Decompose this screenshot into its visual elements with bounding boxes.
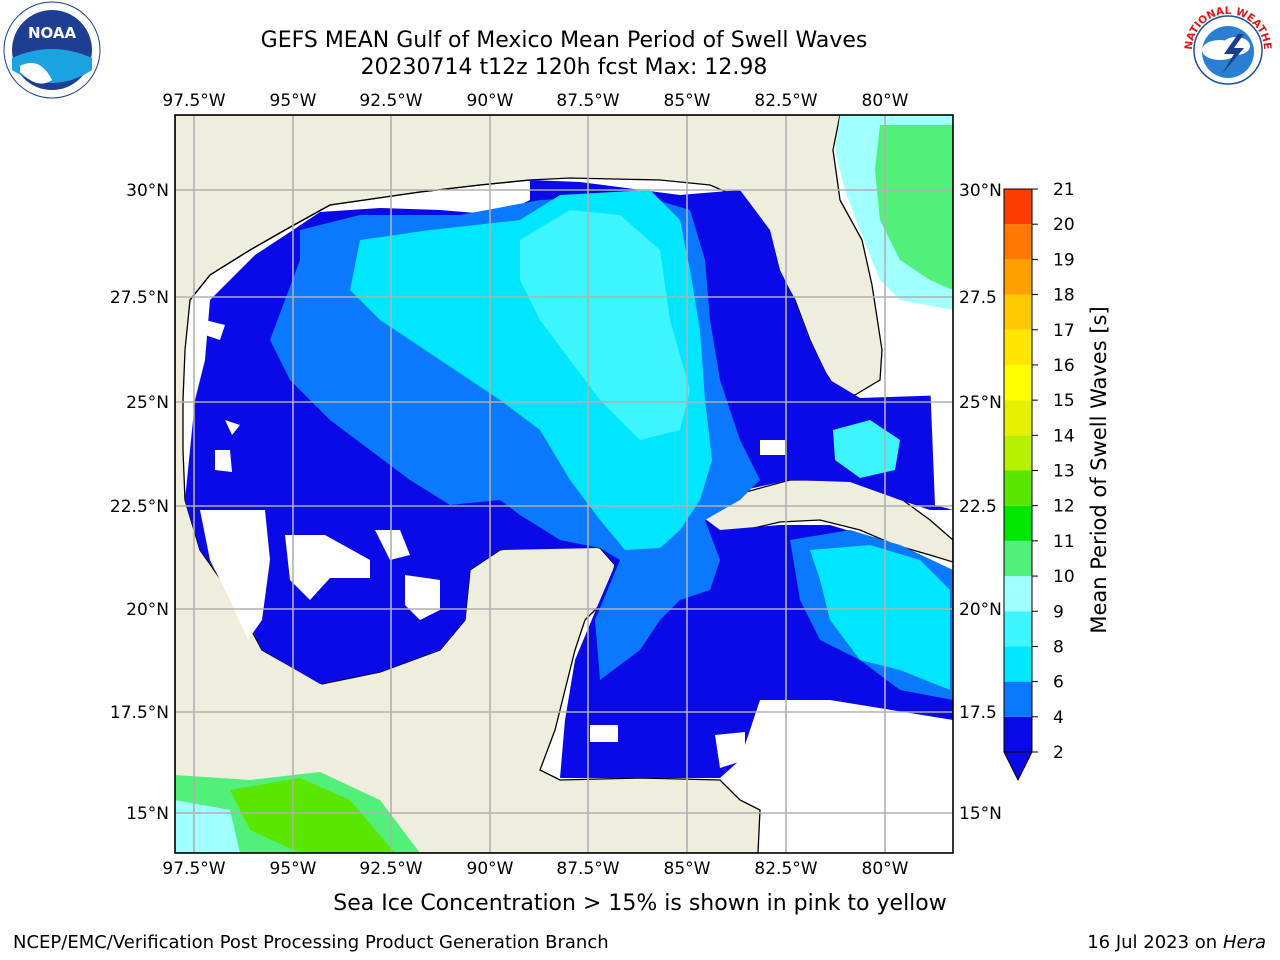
lat-label-right: 15°N: [959, 804, 1002, 824]
lon-labels-top: 97.5°W 95°W 92.5°W 90°W 87.5°W 85°W 82.5°W 80°W: [162, 91, 908, 111]
sea-ice-note: Sea Ice Concentration > 15% is shown in …: [333, 891, 947, 916]
lat-labels-left: 30°N 27.5°N 25°N 22.5°N 20°N 17.5°N 15°N: [110, 181, 169, 824]
lon-label-top: 97.5°W: [162, 91, 225, 111]
colorbar-band: [1004, 646, 1032, 682]
map-subtitle: 20230714 t12z 120h fcst Max: 12.98: [360, 55, 768, 80]
colorbar-band: [1004, 716, 1032, 752]
lat-label-left: 17.5°N: [110, 703, 169, 723]
swell-period-field: [175, 115, 953, 853]
colorbar-band: [1004, 329, 1032, 365]
lon-label-bottom: 80°W: [862, 859, 909, 879]
colorbar: 2 4 6 8 9 10 11 12 13 14 15 16 17 18 19 20 21: [1003, 180, 1075, 782]
colorbar-tick-label: 14: [1053, 426, 1075, 446]
credit-text: NCEP/EMC/Verification Post Processing Pr…: [13, 932, 609, 953]
colorbar-tick-label: 10: [1053, 567, 1075, 587]
colorbar-tick-label: 8: [1053, 637, 1064, 657]
lon-labels-bottom: 97.5°W 95°W 92.5°W 90°W 87.5°W 85°W 82.5°W 80°W: [162, 859, 908, 879]
colorbar-band: [1004, 189, 1032, 225]
machine-name: Hera: [1222, 932, 1266, 953]
colorbar-tick-label: 19: [1053, 250, 1075, 270]
lat-label-left: 20°N: [126, 600, 169, 620]
svg-text:NOAA: NOAA: [28, 24, 77, 42]
colorbar-band: [1004, 259, 1032, 295]
lon-label-bottom: 90°W: [467, 859, 514, 879]
colorbar-tick-label: 4: [1053, 708, 1064, 728]
swell-band-6-8s: [810, 545, 950, 690]
colorbar-band: [1004, 540, 1032, 577]
swell-band-8-9s: [833, 420, 900, 478]
lon-label-bottom: 87.5°W: [556, 859, 619, 879]
colorbar-tick-label: 21: [1053, 180, 1075, 200]
lat-label-left: 27.5°N: [110, 288, 169, 308]
colorbar-band: [1004, 576, 1032, 612]
lon-label-bottom: 85°W: [664, 859, 711, 879]
lon-label-top: 85°W: [664, 91, 711, 111]
lat-label-right: 25°N: [959, 393, 1002, 413]
map-area: [175, 115, 953, 853]
colorbar-band: [1004, 224, 1032, 260]
lon-label-bottom: 92.5°W: [359, 859, 422, 879]
colorbar-band: [1004, 364, 1032, 401]
lon-label-top: 92.5°W: [359, 91, 422, 111]
lon-label-bottom: 95°W: [270, 859, 317, 879]
lat-label-left: 30°N: [126, 181, 169, 201]
lon-label-top: 80°W: [862, 91, 909, 111]
lon-label-top: 95°W: [270, 91, 317, 111]
date-prefix: 16 Jul 2023 on: [1087, 932, 1223, 953]
colorbar-tick-label: 13: [1053, 462, 1075, 482]
swell-band-pacific-11-12s: [230, 778, 395, 853]
colorbar-band: [1004, 681, 1032, 717]
lat-label-right: 22.5: [959, 497, 997, 517]
lat-lon-grid: [175, 115, 953, 853]
lat-label-left: 15°N: [126, 804, 169, 824]
date-text: 16 Jul 2023 on Hera: [1087, 932, 1266, 953]
colorbar-band: [1004, 505, 1032, 541]
noaa-logo: NOAA: [2, 0, 102, 100]
colorbar-tick-label: 6: [1053, 673, 1064, 693]
colorbar-band: [1004, 294, 1032, 330]
colorbar-band: [1004, 611, 1032, 647]
lon-label-bottom: 97.5°W: [162, 859, 225, 879]
lat-label-left: 25°N: [126, 393, 169, 413]
no-data-patches: [200, 320, 953, 768]
lat-label-right: 30°N: [959, 181, 1002, 201]
lon-label-top: 82.5°W: [754, 91, 817, 111]
colorbar-tick-label: 17: [1053, 321, 1075, 341]
lat-label-right: 17.5: [959, 703, 997, 723]
colorbar-tick-label: 2: [1053, 743, 1064, 763]
map-frame: [174, 114, 954, 854]
colorbar-tick-label: 12: [1053, 497, 1075, 517]
lat-label-left: 22.5°N: [110, 497, 169, 517]
lon-label-bottom: 82.5°W: [754, 859, 817, 879]
colorbar-under-arrow: [1003, 751, 1033, 782]
lon-label-top: 87.5°W: [556, 91, 619, 111]
colorbar-band: [1004, 400, 1032, 436]
lat-label-right: 20°N: [959, 600, 1002, 620]
colorbar-tick-label: 15: [1053, 391, 1075, 411]
north-gulf-coastline: [189, 179, 531, 301]
lon-label-top: 90°W: [467, 91, 514, 111]
map-title: GEFS MEAN Gulf of Mexico Mean Period of …: [260, 28, 868, 53]
colorbar-label: Mean Period of Swell Waves [s]: [1087, 306, 1111, 633]
colorbar-tick-label: 18: [1053, 286, 1075, 306]
nws-logo: NATIONAL WEATHER SERVICE: [1174, 0, 1278, 100]
swell-band-atlantic-10-11s: [875, 125, 953, 290]
colorbar-band: [1004, 470, 1032, 506]
colorbar-band: [1004, 435, 1032, 471]
lat-label-right: 27.5: [959, 288, 997, 308]
lat-labels-right: 30°N 27.5 25°N 22.5 20°N 17.5 15°N: [959, 181, 1002, 824]
swell-band-8-9s: [520, 210, 690, 440]
colorbar-tick-label: 20: [1053, 215, 1075, 235]
colorbar-tick-label: 11: [1053, 532, 1075, 552]
colorbar-tick-label: 9: [1053, 602, 1064, 622]
colorbar-tick-label: 16: [1053, 356, 1075, 376]
